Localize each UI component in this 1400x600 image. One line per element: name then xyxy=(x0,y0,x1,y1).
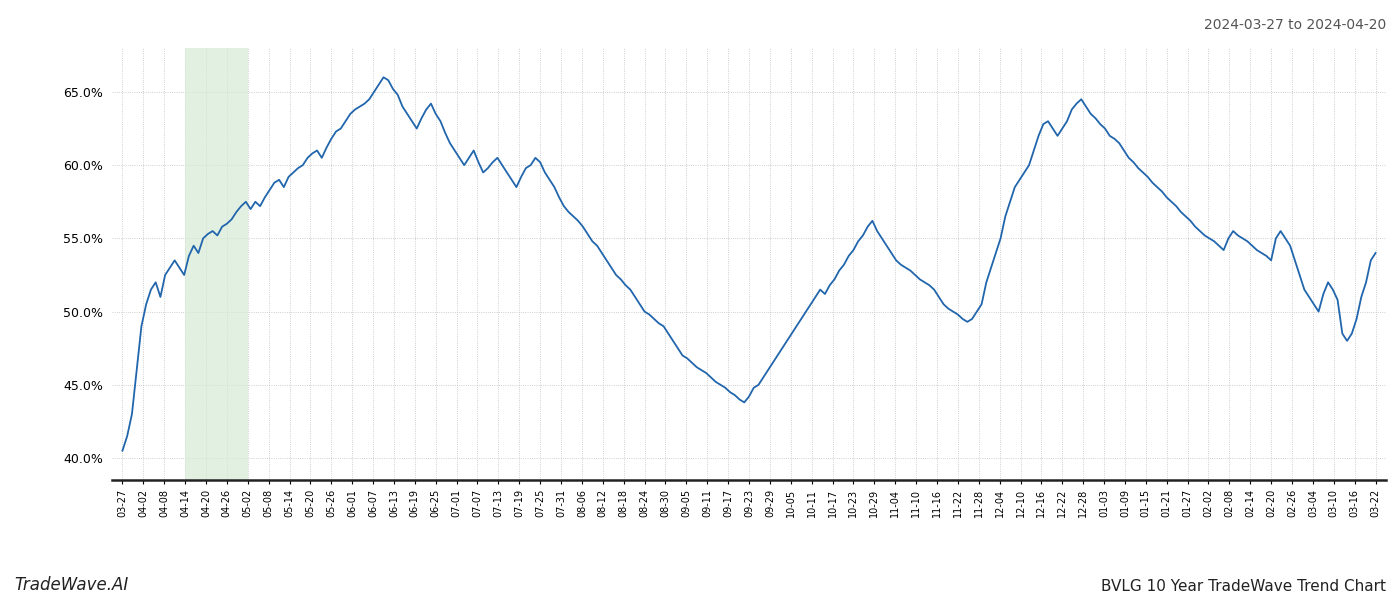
Text: 2024-03-27 to 2024-04-20: 2024-03-27 to 2024-04-20 xyxy=(1204,18,1386,32)
Text: TradeWave.AI: TradeWave.AI xyxy=(14,576,129,594)
Text: BVLG 10 Year TradeWave Trend Chart: BVLG 10 Year TradeWave Trend Chart xyxy=(1100,579,1386,594)
Bar xyxy=(185,48,248,480)
